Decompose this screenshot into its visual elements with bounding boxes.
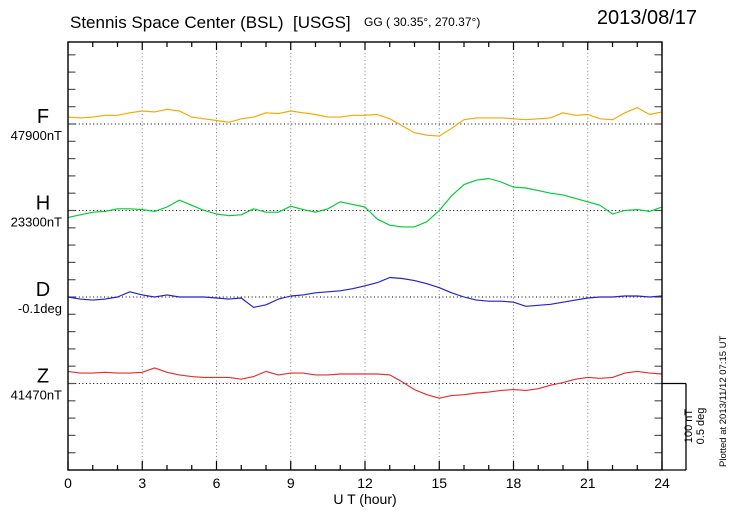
series-letter-D: D (36, 279, 50, 301)
scale-bar-label-nt: 100 nT (683, 409, 695, 444)
series-letter-Z: Z (37, 366, 49, 388)
plot-title: Stennis Space Center (BSL) [USGS] (70, 13, 351, 32)
series-baseline-value-Z: 41470nT (11, 388, 62, 403)
grid-layer (141, 42, 589, 470)
trace-D (67, 276, 663, 308)
series-baseline-value-F: 47900nT (11, 128, 62, 143)
tick-layer (67, 42, 663, 470)
x-tick-label-15: 15 (431, 475, 447, 491)
x-tick-label-24: 24 (654, 475, 670, 491)
x-tick-label-3: 3 (138, 475, 146, 491)
plotted-at-note: Plotted at 2013/11/12 07:15 UT (718, 335, 729, 467)
x-tick-label-9: 9 (287, 475, 295, 491)
x-tick-label-18: 18 (506, 475, 522, 491)
x-axis-label: U T (hour) (333, 491, 396, 507)
scale-bar-label-deg: 0.5 deg (695, 408, 707, 445)
x-tick-label-6: 6 (213, 475, 221, 491)
x-tick-label-layer: 0 3 6 9 12 15 18 21 24 (64, 475, 670, 491)
series-letter-H: H (36, 193, 50, 215)
x-tick-label-12: 12 (357, 475, 373, 491)
series-baseline-value-D: -0.1deg (18, 301, 62, 316)
curve-layer (67, 107, 663, 399)
trace-H (67, 177, 663, 228)
series-baseline-value-H: 23300nT (11, 215, 62, 230)
plot-frame (67, 41, 663, 471)
trace-Z (67, 367, 663, 399)
x-tick-label-21: 21 (580, 475, 596, 491)
station-coordinates: GG ( 30.35°, 270.37°) (364, 15, 480, 29)
trace-F (67, 107, 663, 137)
scale-bar (662, 382, 687, 471)
x-tick-label-0: 0 (64, 475, 72, 491)
series-letter-F: F (37, 106, 49, 128)
plot-date: 2013/08/17 (597, 7, 697, 29)
